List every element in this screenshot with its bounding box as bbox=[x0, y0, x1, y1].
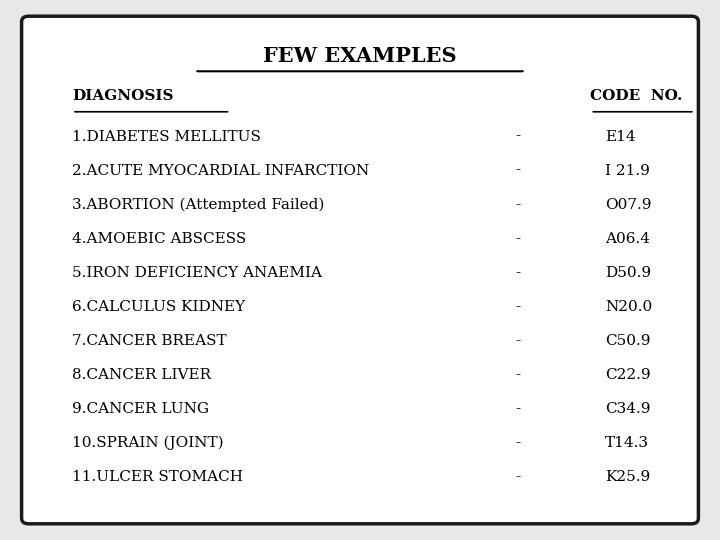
Text: 1.DIABETES MELLITUS: 1.DIABETES MELLITUS bbox=[72, 130, 261, 144]
Text: 10.SPRAIN (JOINT): 10.SPRAIN (JOINT) bbox=[72, 436, 224, 450]
Text: -: - bbox=[516, 436, 521, 450]
Text: C22.9: C22.9 bbox=[605, 368, 650, 382]
Text: -: - bbox=[516, 164, 521, 178]
Text: C34.9: C34.9 bbox=[605, 402, 650, 416]
FancyBboxPatch shape bbox=[22, 16, 698, 524]
Text: E14: E14 bbox=[605, 130, 636, 144]
Text: 6.CALCULUS KIDNEY: 6.CALCULUS KIDNEY bbox=[72, 300, 245, 314]
Text: -: - bbox=[516, 368, 521, 382]
Text: -: - bbox=[516, 334, 521, 348]
Text: -: - bbox=[516, 232, 521, 246]
Text: 2.ACUTE MYOCARDIAL INFARCTION: 2.ACUTE MYOCARDIAL INFARCTION bbox=[72, 164, 369, 178]
Text: I 21.9: I 21.9 bbox=[605, 164, 649, 178]
Text: 11.ULCER STOMACH: 11.ULCER STOMACH bbox=[72, 470, 243, 484]
Text: 4.AMOEBIC ABSCESS: 4.AMOEBIC ABSCESS bbox=[72, 232, 246, 246]
Text: 8.CANCER LIVER: 8.CANCER LIVER bbox=[72, 368, 211, 382]
Text: 3.ABORTION (Attempted Failed): 3.ABORTION (Attempted Failed) bbox=[72, 198, 325, 212]
Text: N20.0: N20.0 bbox=[605, 300, 652, 314]
Text: T14.3: T14.3 bbox=[605, 436, 649, 450]
Text: D50.9: D50.9 bbox=[605, 266, 651, 280]
Text: -: - bbox=[516, 470, 521, 484]
Text: -: - bbox=[516, 402, 521, 416]
Text: A06.4: A06.4 bbox=[605, 232, 649, 246]
Text: 7.CANCER BREAST: 7.CANCER BREAST bbox=[72, 334, 227, 348]
Text: FEW EXAMPLES: FEW EXAMPLES bbox=[264, 46, 456, 66]
Text: 5.IRON DEFICIENCY ANAEMIA: 5.IRON DEFICIENCY ANAEMIA bbox=[72, 266, 322, 280]
Text: 9.CANCER LUNG: 9.CANCER LUNG bbox=[72, 402, 209, 416]
Text: -: - bbox=[516, 130, 521, 144]
Text: K25.9: K25.9 bbox=[605, 470, 650, 484]
Text: -: - bbox=[516, 266, 521, 280]
Text: CODE  NO.: CODE NO. bbox=[590, 89, 683, 103]
Text: DIAGNOSIS: DIAGNOSIS bbox=[72, 89, 174, 103]
Text: -: - bbox=[516, 300, 521, 314]
Text: O07.9: O07.9 bbox=[605, 198, 652, 212]
Text: -: - bbox=[516, 198, 521, 212]
Text: C50.9: C50.9 bbox=[605, 334, 650, 348]
